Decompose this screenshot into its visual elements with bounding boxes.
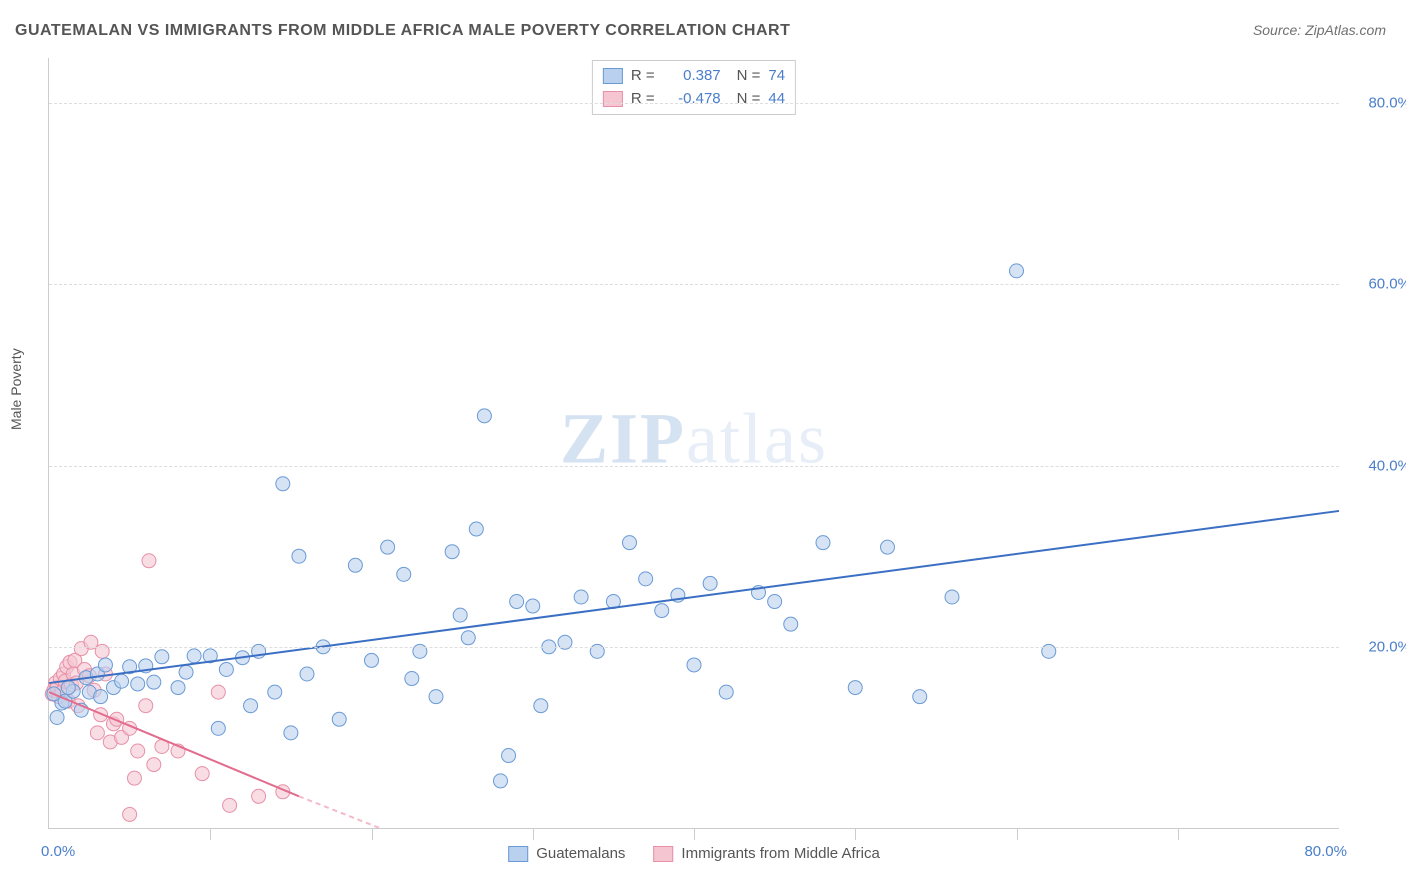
data-point bbox=[50, 710, 64, 724]
data-point bbox=[405, 672, 419, 686]
gridline bbox=[49, 103, 1339, 104]
data-point bbox=[147, 758, 161, 772]
regression-line bbox=[49, 692, 299, 796]
data-point bbox=[147, 675, 161, 689]
x-tick bbox=[210, 828, 211, 840]
data-point bbox=[526, 599, 540, 613]
y-tick-label: 20.0% bbox=[1351, 638, 1406, 655]
data-point bbox=[768, 595, 782, 609]
data-point bbox=[187, 649, 201, 663]
data-point bbox=[139, 699, 153, 713]
data-point bbox=[445, 545, 459, 559]
data-point bbox=[115, 674, 129, 688]
data-point bbox=[142, 554, 156, 568]
data-point bbox=[332, 712, 346, 726]
data-point bbox=[300, 667, 314, 681]
data-point bbox=[211, 721, 225, 735]
data-point bbox=[195, 767, 209, 781]
data-point bbox=[469, 522, 483, 536]
gridline bbox=[49, 466, 1339, 467]
data-point bbox=[623, 536, 637, 550]
data-point bbox=[155, 650, 169, 664]
x-tick bbox=[372, 828, 373, 840]
data-point bbox=[429, 690, 443, 704]
y-tick-label: 60.0% bbox=[1351, 276, 1406, 293]
data-point bbox=[94, 690, 108, 704]
data-point bbox=[719, 685, 733, 699]
scatter-plot-svg bbox=[49, 58, 1339, 828]
data-point bbox=[61, 681, 75, 695]
y-tick-label: 80.0% bbox=[1351, 95, 1406, 112]
data-point bbox=[98, 658, 112, 672]
legend-item-2: Immigrants from Middle Africa bbox=[653, 845, 879, 862]
data-point bbox=[461, 631, 475, 645]
legend-label-1: Guatemalans bbox=[536, 845, 625, 862]
gridline bbox=[49, 284, 1339, 285]
legend-label-2: Immigrants from Middle Africa bbox=[681, 845, 879, 862]
data-point bbox=[703, 576, 717, 590]
data-point bbox=[252, 789, 266, 803]
x-tick bbox=[1017, 828, 1018, 840]
legend-item-1: Guatemalans bbox=[508, 845, 625, 862]
x-tick bbox=[1178, 828, 1179, 840]
data-point bbox=[268, 685, 282, 699]
data-point bbox=[816, 536, 830, 550]
data-point bbox=[131, 744, 145, 758]
data-point bbox=[848, 681, 862, 695]
data-point bbox=[494, 774, 508, 788]
series-legend: Guatemalans Immigrants from Middle Afric… bbox=[508, 845, 880, 862]
x-axis-max-label: 80.0% bbox=[1304, 843, 1347, 860]
data-point bbox=[365, 653, 379, 667]
x-axis-min-label: 0.0% bbox=[41, 843, 75, 860]
data-point bbox=[655, 604, 669, 618]
regression-line bbox=[299, 796, 380, 828]
legend-swatch-1 bbox=[508, 846, 528, 862]
data-point bbox=[510, 595, 524, 609]
data-point bbox=[123, 807, 137, 821]
data-point bbox=[211, 685, 225, 699]
data-point bbox=[534, 699, 548, 713]
data-point bbox=[453, 608, 467, 622]
data-point bbox=[945, 590, 959, 604]
x-tick bbox=[855, 828, 856, 840]
data-point bbox=[574, 590, 588, 604]
data-point bbox=[397, 567, 411, 581]
data-point bbox=[284, 726, 298, 740]
data-point bbox=[219, 662, 233, 676]
x-tick bbox=[533, 828, 534, 840]
data-point bbox=[502, 749, 516, 763]
data-point bbox=[90, 726, 104, 740]
data-point bbox=[687, 658, 701, 672]
chart-title: GUATEMALAN VS IMMIGRANTS FROM MIDDLE AFR… bbox=[15, 22, 790, 40]
data-point bbox=[639, 572, 653, 586]
data-point bbox=[881, 540, 895, 554]
legend-swatch-2 bbox=[653, 846, 673, 862]
y-axis-label: Male Poverty bbox=[8, 348, 24, 430]
data-point bbox=[244, 699, 258, 713]
data-point bbox=[223, 798, 237, 812]
source-label: Source: ZipAtlas.com bbox=[1253, 22, 1386, 38]
data-point bbox=[784, 617, 798, 631]
gridline bbox=[49, 647, 1339, 648]
x-tick bbox=[694, 828, 695, 840]
data-point bbox=[276, 477, 290, 491]
y-tick-label: 40.0% bbox=[1351, 457, 1406, 474]
chart-area: ZIPatlas R = 0.387 N = 74 R = -0.478 N =… bbox=[48, 58, 1339, 829]
data-point bbox=[292, 549, 306, 563]
data-point bbox=[1010, 264, 1024, 278]
data-point bbox=[127, 771, 141, 785]
data-point bbox=[179, 665, 193, 679]
data-point bbox=[131, 677, 145, 691]
data-point bbox=[171, 681, 185, 695]
regression-line bbox=[49, 511, 1339, 683]
data-point bbox=[477, 409, 491, 423]
data-point bbox=[348, 558, 362, 572]
data-point bbox=[381, 540, 395, 554]
data-point bbox=[913, 690, 927, 704]
